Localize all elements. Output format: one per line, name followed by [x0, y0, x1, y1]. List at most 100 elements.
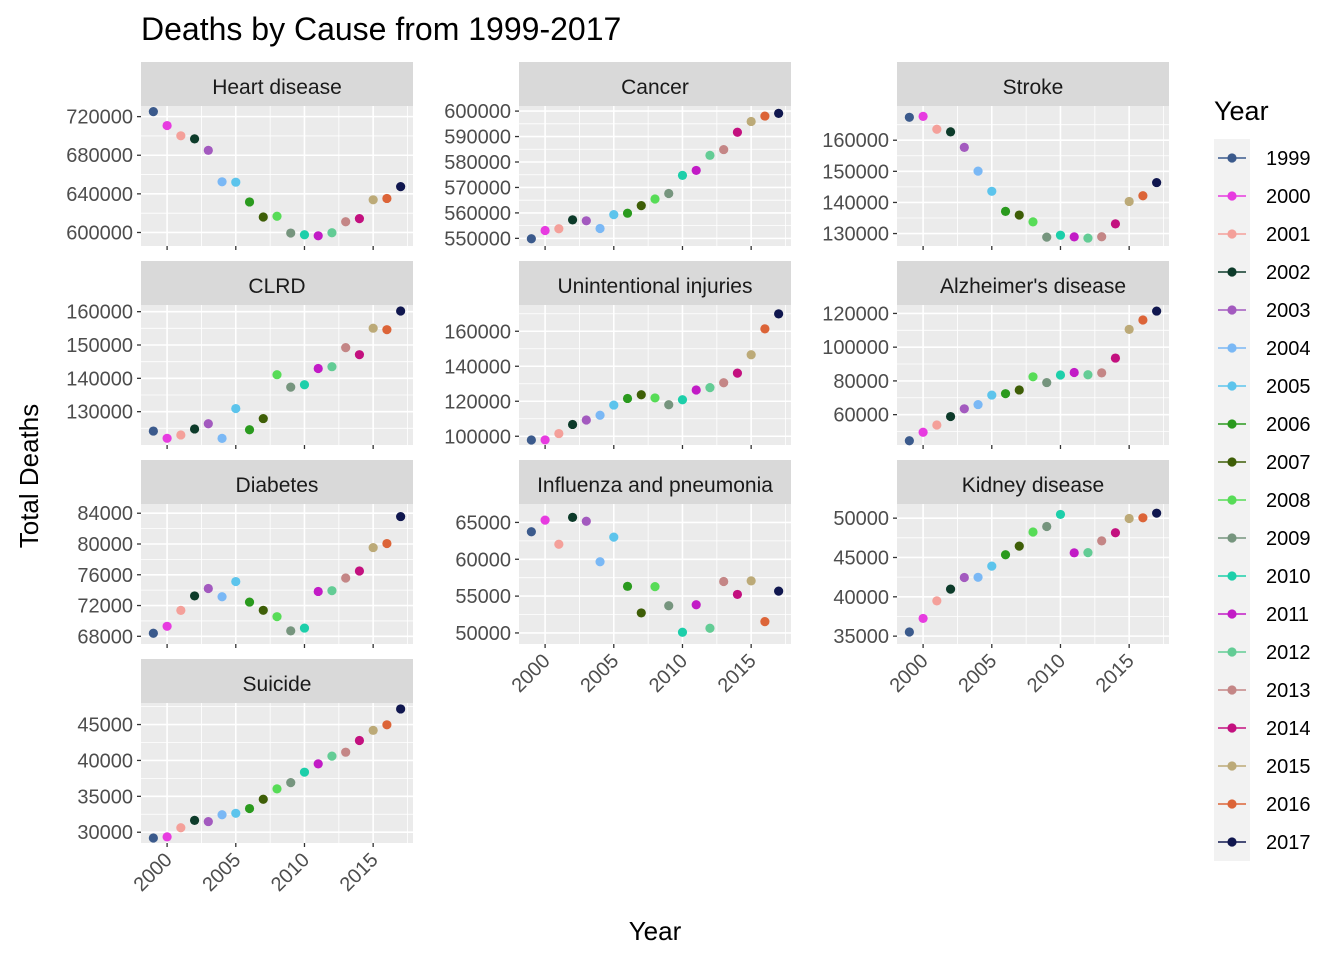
panel-label: Suicide: [243, 673, 312, 696]
point-heart-disease-2012: [327, 228, 337, 238]
panel-label: Stroke: [1003, 76, 1064, 99]
point-clrd-2003: [203, 419, 213, 429]
point-kidney-disease-2009: [1042, 521, 1052, 532]
panel-strip: [897, 460, 1169, 504]
point-cancer-2017: [774, 108, 784, 118]
point-diabetes-2004: [217, 592, 227, 602]
point-clrd-2011: [313, 363, 323, 374]
point-stroke-2005: [987, 186, 997, 196]
point-influenza-and-pneumonia-2001: [554, 539, 564, 549]
point-diabetes-2007: [258, 605, 268, 615]
point-heart-disease-2016: [382, 193, 392, 204]
point-diabetes-2011: [313, 586, 323, 597]
point-stroke-2014: [1110, 219, 1121, 229]
point-clrd-2012: [327, 362, 337, 372]
y-tick-label: 45000: [77, 715, 133, 737]
y-tick-label: 60000: [455, 549, 511, 571]
point-alzheimer-s-disease-2013: [1097, 368, 1107, 378]
point-kidney-disease-2011: [1069, 548, 1079, 558]
point-influenza-and-pneumonia-2005: [609, 532, 619, 542]
point-heart-disease-2013: [341, 217, 351, 227]
point-suicide-2005: [231, 808, 241, 818]
point-cancer-2010: [677, 170, 688, 180]
point-kidney-disease-2000: [918, 613, 928, 624]
point-suicide-2013: [341, 747, 351, 757]
point-heart-disease-2010: [299, 230, 310, 240]
point-heart-disease-1999: [148, 107, 158, 117]
y-tick-label: 560000: [444, 203, 511, 225]
point-kidney-disease-2012: [1083, 547, 1093, 558]
point-stroke-2006: [1000, 206, 1011, 217]
point-kidney-disease-2002: [945, 584, 956, 594]
x-tick-label: 2000: [508, 650, 555, 697]
y-tick-label: 140000: [66, 368, 133, 390]
legend-item-2001: 2001: [1214, 215, 1311, 253]
point-suicide-2003: [203, 816, 213, 827]
legend-point: [1227, 495, 1237, 505]
chart-title: Deaths by Cause from 1999-2017: [141, 11, 621, 47]
panel-influenza-and-pneumonia: Influenza and pneumonia 50000 55000 60000 65…: [455, 460, 791, 697]
point-cancer-2009: [664, 188, 674, 199]
legend-label: 2012: [1266, 642, 1311, 664]
y-tick-label: 570000: [444, 177, 511, 199]
y-tick-label: 45000: [833, 547, 889, 569]
panel-cancer: Cancer 550000 560000 570000 580000 590000 6000…: [444, 62, 791, 250]
y-tick-label: 72000: [77, 596, 133, 618]
legend-item-2009: 2009: [1214, 519, 1311, 557]
panel-background: [519, 504, 791, 644]
point-clrd-2016: [382, 325, 392, 335]
point-alzheimer-s-disease-2016: [1138, 315, 1148, 325]
point-alzheimer-s-disease-2011: [1069, 367, 1079, 378]
panel-background: [141, 106, 413, 246]
y-tick-label: 720000: [66, 107, 133, 129]
point-unintentional-injuries-2001: [554, 428, 564, 439]
x-tick-label: 2000: [130, 849, 177, 896]
point-influenza-and-pneumonia-2015: [746, 576, 756, 586]
panel-clrd: CLRD 130000 140000 150000 160000: [66, 261, 413, 449]
point-alzheimer-s-disease-2014: [1110, 353, 1121, 363]
y-tick-label: 580000: [444, 152, 511, 174]
legend-label: 2013: [1266, 680, 1311, 702]
panel-strip: [141, 460, 413, 504]
panel-label: Diabetes: [236, 474, 319, 497]
panel-background: [897, 504, 1169, 644]
legend-label: 2011: [1266, 604, 1309, 626]
legend-point: [1227, 533, 1237, 543]
legend-label: 2017: [1266, 832, 1311, 854]
point-unintentional-injuries-2002: [567, 419, 578, 430]
point-clrd-2007: [258, 413, 268, 424]
point-suicide-1999: [148, 833, 158, 843]
legend-point: [1227, 457, 1237, 467]
point-alzheimer-s-disease-2007: [1014, 385, 1024, 395]
legend-item-1999: 1999: [1214, 139, 1311, 177]
point-kidney-disease-2013: [1097, 536, 1107, 546]
point-influenza-and-pneumonia-2010: [677, 627, 688, 637]
point-heart-disease-2000: [162, 120, 172, 131]
y-tick-label: 30000: [77, 822, 133, 844]
y-tick-label: 590000: [444, 127, 511, 149]
point-diabetes-2010: [299, 623, 310, 633]
point-influenza-and-pneumonia-2008: [650, 582, 660, 592]
point-kidney-disease-2005: [987, 561, 997, 571]
point-stroke-2004: [973, 166, 983, 176]
panel-label: Heart disease: [212, 76, 342, 99]
point-heart-disease-2008: [272, 211, 282, 221]
legend-point: [1227, 647, 1237, 657]
point-kidney-disease-2008: [1028, 527, 1038, 537]
panel-strip: [141, 261, 413, 305]
legend-label: 2016: [1266, 794, 1311, 816]
legend-item-2006: 2006: [1214, 405, 1311, 443]
legend-point: [1227, 837, 1237, 847]
point-alzheimer-s-disease-2008: [1028, 372, 1038, 382]
point-cancer-2004: [595, 223, 605, 234]
point-unintentional-injuries-2013: [719, 378, 729, 388]
point-influenza-and-pneumonia-2002: [567, 512, 578, 523]
point-unintentional-injuries-2017: [774, 309, 784, 319]
y-tick-label: 130000: [66, 402, 133, 424]
point-influenza-and-pneumonia-2017: [774, 586, 784, 596]
point-suicide-2002: [189, 815, 200, 825]
y-tick-label: 550000: [444, 228, 511, 250]
legend-item-2010: 2010: [1214, 557, 1311, 595]
point-unintentional-injuries-2007: [636, 390, 646, 400]
legend-point: [1227, 153, 1237, 163]
